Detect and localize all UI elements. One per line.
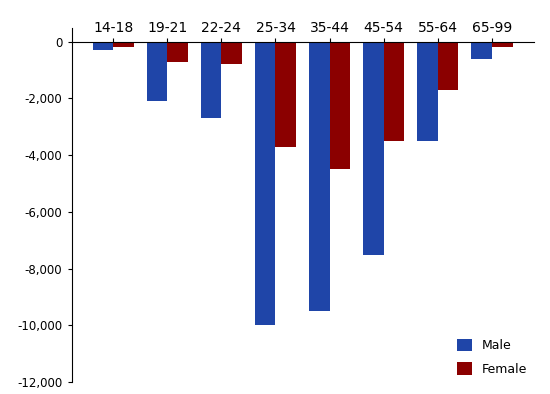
Bar (417, 42, 438, 141)
Bar (167, 42, 188, 61)
Bar (221, 42, 242, 65)
Bar (255, 42, 276, 325)
Bar (363, 42, 384, 255)
Bar (438, 42, 458, 90)
Bar (201, 42, 221, 118)
Bar (471, 42, 492, 59)
Bar (384, 42, 404, 141)
Bar (113, 42, 134, 47)
Bar (309, 42, 329, 311)
Legend: Male, Female: Male, Female (457, 339, 527, 376)
Bar (147, 42, 167, 101)
Bar (92, 42, 113, 50)
Bar (492, 42, 513, 47)
Bar (276, 42, 296, 147)
Bar (329, 42, 350, 169)
